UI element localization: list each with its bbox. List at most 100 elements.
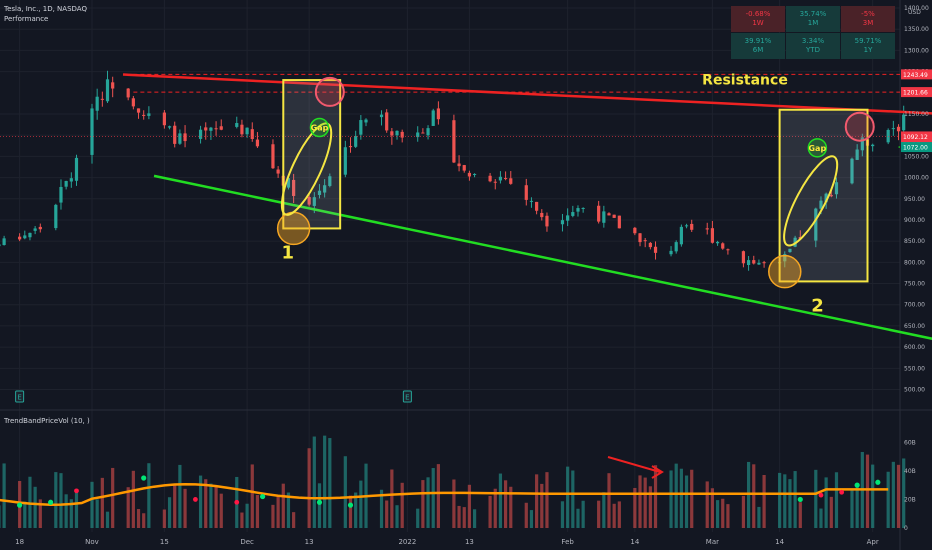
volume-bar xyxy=(783,474,787,528)
resistance-trend-line xyxy=(122,73,932,115)
candle-body xyxy=(142,114,146,116)
candle-body xyxy=(829,195,833,197)
volume-bar xyxy=(2,463,6,528)
candle-body xyxy=(167,126,172,128)
volume-bar xyxy=(245,503,249,528)
volume-bar xyxy=(638,475,642,528)
sell-signal-dot xyxy=(234,499,240,505)
volume-bar xyxy=(710,488,714,528)
price-tick-label: 650.00 xyxy=(904,323,925,330)
candle-body xyxy=(136,108,141,113)
volume-bar xyxy=(896,464,901,528)
candle-body xyxy=(235,123,239,127)
buy-signal-dot xyxy=(48,499,54,505)
price-tick-label: 1150.00 xyxy=(904,111,929,118)
volume-bar xyxy=(385,500,389,528)
candle-body xyxy=(0,244,1,247)
earnings-marker-label: E xyxy=(405,394,409,402)
volume-bar xyxy=(198,475,203,528)
candle-body xyxy=(317,190,322,195)
candle-body xyxy=(95,96,99,111)
volume-tick-label: 40B xyxy=(904,468,916,475)
candle-body xyxy=(762,262,766,264)
performance-value: -5% xyxy=(861,10,875,18)
top-circle xyxy=(314,76,345,107)
candle-body xyxy=(431,110,435,126)
date-tick-label: Mar xyxy=(706,538,719,546)
candle-body xyxy=(545,215,549,227)
candle-body xyxy=(648,242,652,248)
price-tick-label: 1300.00 xyxy=(904,47,929,54)
candle-body xyxy=(364,119,368,123)
date-tick-label: Feb xyxy=(561,538,574,546)
volume-bar xyxy=(679,468,683,528)
volume-bar xyxy=(167,497,172,528)
candle-body xyxy=(183,133,187,142)
candle-body xyxy=(307,197,311,205)
candles xyxy=(0,70,906,271)
volume-bar xyxy=(147,463,151,528)
earnings-marker-label: E xyxy=(17,394,21,402)
volume-bar xyxy=(560,501,565,528)
candle-body xyxy=(23,235,27,239)
performance-cell: 59.71% 1Y xyxy=(841,33,895,59)
volume-indicator-label: TrendBandPriceVol (10, ) xyxy=(4,417,90,425)
candle-body xyxy=(100,98,104,100)
performance-value: 35.74% xyxy=(799,10,827,18)
candle-body xyxy=(209,127,213,131)
volume-bar xyxy=(891,461,895,528)
date-tick-label: Dec xyxy=(240,538,254,546)
candle-body xyxy=(472,173,477,175)
volume-bar xyxy=(379,489,384,528)
candle-body xyxy=(669,250,673,255)
volume-bar xyxy=(209,483,213,528)
volume-bar xyxy=(602,492,606,528)
volume-bar xyxy=(250,464,254,528)
volume-divergence-arrowhead xyxy=(651,465,664,479)
candle-body xyxy=(535,201,539,211)
volume-bar xyxy=(400,482,404,528)
volume-bar xyxy=(902,458,906,528)
volume-bar xyxy=(178,464,182,528)
candle-body xyxy=(581,207,585,209)
volume-bar xyxy=(95,499,99,528)
price-tag-box xyxy=(901,87,932,98)
performance-period: 1W xyxy=(752,19,764,27)
volume-bar xyxy=(633,487,637,528)
volume-bar xyxy=(571,470,575,528)
candle-body xyxy=(850,158,854,184)
candle-body xyxy=(90,108,94,155)
buy-signal-dot xyxy=(347,502,354,508)
earnings-marker[interactable]: E xyxy=(402,390,412,403)
volume-bar xyxy=(421,480,425,528)
earnings-marker[interactable]: E xyxy=(15,390,25,403)
price-tick-label: 700.00 xyxy=(904,302,925,309)
volume-bar xyxy=(850,489,854,528)
earnings-marker-box[interactable] xyxy=(402,390,412,403)
volume-bar xyxy=(607,473,611,528)
volume-bar xyxy=(576,508,580,528)
price-tag-label: 1072.00 xyxy=(903,145,928,152)
volume-bar xyxy=(131,470,135,528)
candle-body xyxy=(674,242,678,252)
performance-cell: 3.34% YTD xyxy=(786,33,840,59)
volume-bar xyxy=(240,512,244,528)
trend-ellipse xyxy=(783,155,839,247)
candle-body xyxy=(705,228,709,230)
earnings-marker-box[interactable] xyxy=(15,390,25,403)
chart-title: Tesla, Inc., 1D, NASDAQ xyxy=(4,5,87,13)
date-tick-label: Apr xyxy=(867,538,879,546)
trend-lines xyxy=(0,73,932,340)
volume-bar xyxy=(788,479,792,528)
sell-signal-dot xyxy=(193,497,198,502)
candle-body xyxy=(240,124,244,135)
volume-bar xyxy=(684,475,689,528)
volume-bar xyxy=(323,435,327,528)
volume-bar xyxy=(214,486,218,528)
candle-body xyxy=(860,137,864,151)
axes: 1400.001350.001300.001250.001150.001100.… xyxy=(15,5,932,546)
volume-bar xyxy=(204,479,208,528)
volume-bar xyxy=(317,483,322,528)
candle-body xyxy=(607,213,611,216)
